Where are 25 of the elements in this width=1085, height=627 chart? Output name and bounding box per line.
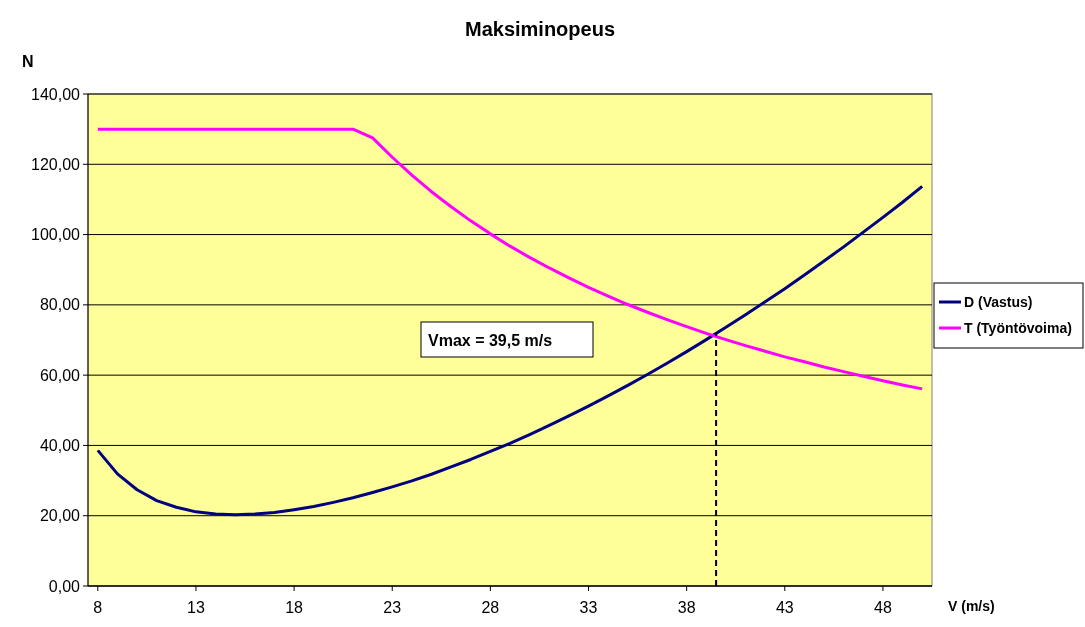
x-tick-label: 13 bbox=[187, 599, 205, 616]
x-tick-label: 8 bbox=[93, 599, 103, 616]
x-tick-label: 28 bbox=[481, 599, 500, 616]
line-series bbox=[96, 127, 924, 391]
x-tick-label: 33 bbox=[579, 599, 598, 616]
y-tick-label: 120,00 bbox=[31, 155, 81, 173]
y-tick-label: 0,00 bbox=[48, 577, 81, 595]
x-axis-title: V (m/s) bbox=[948, 598, 995, 614]
x-tick-label: 38 bbox=[677, 599, 696, 616]
y-tick-label: 80,00 bbox=[39, 296, 81, 314]
line-series bbox=[96, 184, 924, 517]
chart-title: Maksiminopeus bbox=[464, 18, 616, 40]
annotation: Vmax = 39,5 m/s bbox=[428, 331, 553, 349]
x-tick-label: 48 bbox=[874, 599, 892, 616]
y-tick-label: 20,00 bbox=[39, 507, 81, 525]
y-tick-label: 140,00 bbox=[31, 85, 81, 103]
legend-label: T (Työntövoima) bbox=[964, 319, 1072, 336]
x-tick-label: 18 bbox=[285, 599, 304, 616]
legend-label: D (Vastus) bbox=[964, 293, 1033, 310]
y-tick-label: 60,00 bbox=[39, 366, 81, 384]
y-axis-title: N bbox=[22, 53, 34, 70]
y-tick-label: 40,00 bbox=[39, 437, 81, 455]
y-tick-label: 100,00 bbox=[31, 226, 81, 244]
x-tick-label: 23 bbox=[383, 599, 402, 616]
x-tick-label: 43 bbox=[775, 599, 794, 616]
